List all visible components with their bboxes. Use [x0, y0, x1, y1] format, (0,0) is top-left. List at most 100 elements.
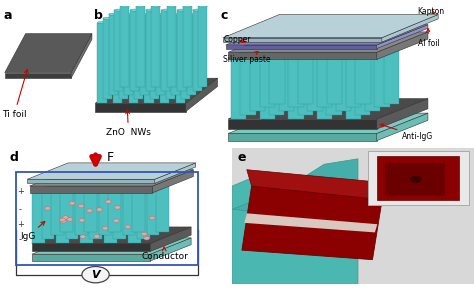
Polygon shape	[327, 40, 342, 104]
Ellipse shape	[113, 21, 122, 23]
Circle shape	[87, 209, 92, 212]
Ellipse shape	[355, 39, 371, 41]
Ellipse shape	[156, 179, 169, 181]
Text: +: +	[17, 220, 24, 229]
Polygon shape	[71, 34, 92, 78]
Ellipse shape	[177, 9, 186, 11]
Ellipse shape	[146, 9, 155, 11]
Ellipse shape	[336, 46, 351, 48]
Polygon shape	[228, 99, 428, 119]
Circle shape	[141, 232, 147, 236]
Ellipse shape	[60, 179, 73, 181]
Ellipse shape	[187, 13, 196, 15]
Text: a: a	[4, 9, 12, 21]
Polygon shape	[346, 44, 361, 108]
Polygon shape	[365, 48, 380, 111]
Polygon shape	[155, 163, 196, 183]
Circle shape	[115, 206, 120, 209]
Polygon shape	[161, 10, 171, 91]
Polygon shape	[240, 51, 256, 115]
Ellipse shape	[327, 50, 342, 52]
Ellipse shape	[327, 39, 342, 41]
Ellipse shape	[156, 13, 165, 15]
Ellipse shape	[298, 50, 313, 52]
Ellipse shape	[123, 183, 136, 184]
Polygon shape	[130, 10, 139, 91]
Circle shape	[79, 219, 85, 222]
Polygon shape	[153, 170, 193, 193]
Polygon shape	[27, 179, 155, 183]
Ellipse shape	[75, 183, 88, 184]
Circle shape	[67, 218, 73, 221]
Ellipse shape	[150, 17, 159, 19]
Polygon shape	[32, 254, 150, 261]
Circle shape	[45, 206, 51, 210]
Ellipse shape	[109, 13, 118, 15]
Text: -: -	[19, 235, 22, 244]
Polygon shape	[176, 23, 185, 103]
Polygon shape	[317, 44, 332, 108]
Circle shape	[144, 236, 150, 240]
Polygon shape	[145, 23, 154, 103]
Ellipse shape	[129, 21, 138, 23]
Ellipse shape	[125, 13, 134, 15]
Polygon shape	[346, 55, 361, 119]
Circle shape	[94, 235, 100, 238]
Polygon shape	[29, 170, 193, 186]
Ellipse shape	[42, 187, 55, 188]
Polygon shape	[113, 188, 126, 240]
Circle shape	[63, 216, 68, 219]
Circle shape	[105, 200, 111, 204]
Circle shape	[60, 218, 65, 222]
Ellipse shape	[145, 21, 154, 23]
Ellipse shape	[269, 50, 284, 52]
Ellipse shape	[56, 191, 69, 192]
Polygon shape	[32, 191, 45, 243]
Ellipse shape	[32, 191, 45, 192]
Ellipse shape	[120, 5, 129, 7]
Text: Al foil: Al foil	[418, 29, 439, 48]
Bar	[368, 151, 469, 205]
Text: IgG: IgG	[20, 222, 45, 241]
Circle shape	[113, 219, 119, 222]
Text: Kapton: Kapton	[418, 7, 445, 16]
Polygon shape	[99, 184, 111, 235]
Polygon shape	[177, 10, 186, 91]
Polygon shape	[5, 72, 71, 78]
Ellipse shape	[65, 187, 78, 188]
Polygon shape	[288, 44, 304, 108]
Ellipse shape	[317, 43, 332, 45]
Text: ZnO  NWs: ZnO NWs	[106, 110, 151, 137]
Polygon shape	[231, 55, 246, 119]
Polygon shape	[245, 213, 377, 232]
Ellipse shape	[365, 46, 380, 48]
Polygon shape	[123, 184, 136, 235]
Ellipse shape	[374, 43, 390, 45]
Text: e: e	[237, 151, 246, 164]
Polygon shape	[51, 184, 64, 235]
Polygon shape	[42, 188, 55, 240]
Polygon shape	[228, 133, 377, 141]
Polygon shape	[228, 119, 377, 129]
Text: b: b	[94, 9, 103, 21]
Text: Siliver paste: Siliver paste	[223, 52, 271, 64]
Polygon shape	[193, 10, 202, 91]
Polygon shape	[288, 55, 303, 119]
Polygon shape	[232, 178, 358, 284]
Ellipse shape	[172, 13, 181, 15]
Polygon shape	[298, 51, 313, 115]
Ellipse shape	[260, 43, 275, 45]
Ellipse shape	[113, 187, 126, 188]
Polygon shape	[120, 6, 129, 87]
Ellipse shape	[259, 54, 275, 56]
Ellipse shape	[231, 54, 246, 56]
Ellipse shape	[384, 39, 399, 41]
Circle shape	[80, 235, 86, 238]
Polygon shape	[228, 52, 377, 59]
Ellipse shape	[193, 9, 202, 11]
Polygon shape	[336, 48, 351, 111]
Polygon shape	[114, 10, 123, 91]
Bar	[16, 173, 198, 265]
Polygon shape	[377, 32, 428, 59]
Ellipse shape	[128, 191, 141, 192]
